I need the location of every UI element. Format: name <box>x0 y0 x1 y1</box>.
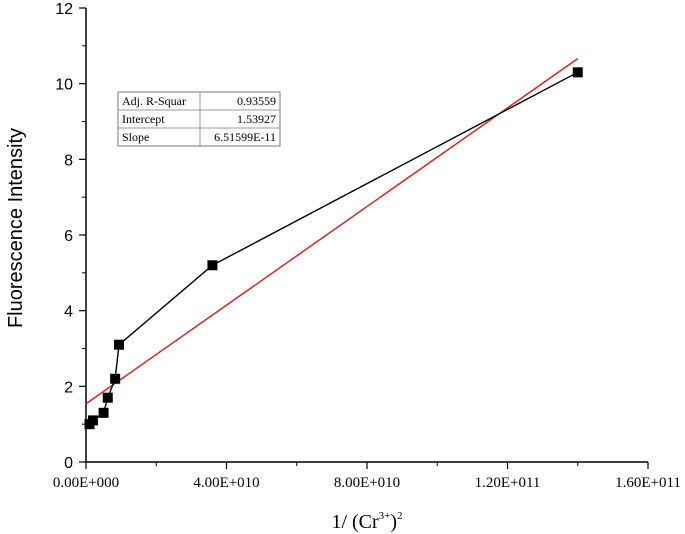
stats-value: 6.51599E-11 <box>214 130 276 144</box>
y-tick-label: 4 <box>64 304 73 321</box>
data-point <box>110 373 121 384</box>
y-tick-label: 8 <box>64 152 73 169</box>
x-tick-label: 4.00E+010 <box>193 475 259 491</box>
stats-label: Intercept <box>122 112 165 126</box>
y-tick-label: 12 <box>55 1 73 18</box>
axes <box>85 8 648 463</box>
data-series <box>84 67 583 430</box>
y-axis-ticks: 0 2 4 6 8 10 12 <box>55 1 86 472</box>
data-point <box>572 67 583 78</box>
x-tick-label: 0.00E+000 <box>53 475 119 491</box>
y-tick-label: 0 <box>64 455 73 472</box>
stats-table-border <box>117 91 281 147</box>
data-point <box>207 260 218 271</box>
x-tick-label: 8.00E+010 <box>334 475 400 491</box>
y-tick-label: 2 <box>64 379 73 396</box>
x-tick-label: 1.60E+011 <box>615 475 681 491</box>
x-tick-label: 1.20E+011 <box>475 475 541 491</box>
y-tick-label: 10 <box>55 77 73 94</box>
y-axis-label: Fluorescence Intensity <box>5 128 27 328</box>
fit-stats-table: Adj. R-Squar 0.93559 Intercept 1.53927 Slope… <box>117 91 281 147</box>
stats-value: 1.53927 <box>237 112 276 126</box>
y-tick-label: 6 <box>64 228 73 245</box>
stats-label: Slope <box>122 130 149 144</box>
data-point <box>98 407 109 418</box>
x-axis-ticks: 0.00E+000 4.00E+010 8.00E+010 1.20E+011 1.60… <box>53 462 681 491</box>
data-point <box>102 392 113 403</box>
x-axis-label: 1/ (Cr3+)2 <box>331 510 402 533</box>
stats-value: 0.93559 <box>237 94 276 108</box>
stats-label: Adj. R-Squar <box>122 94 186 108</box>
data-point <box>88 415 99 426</box>
data-point <box>114 339 125 350</box>
